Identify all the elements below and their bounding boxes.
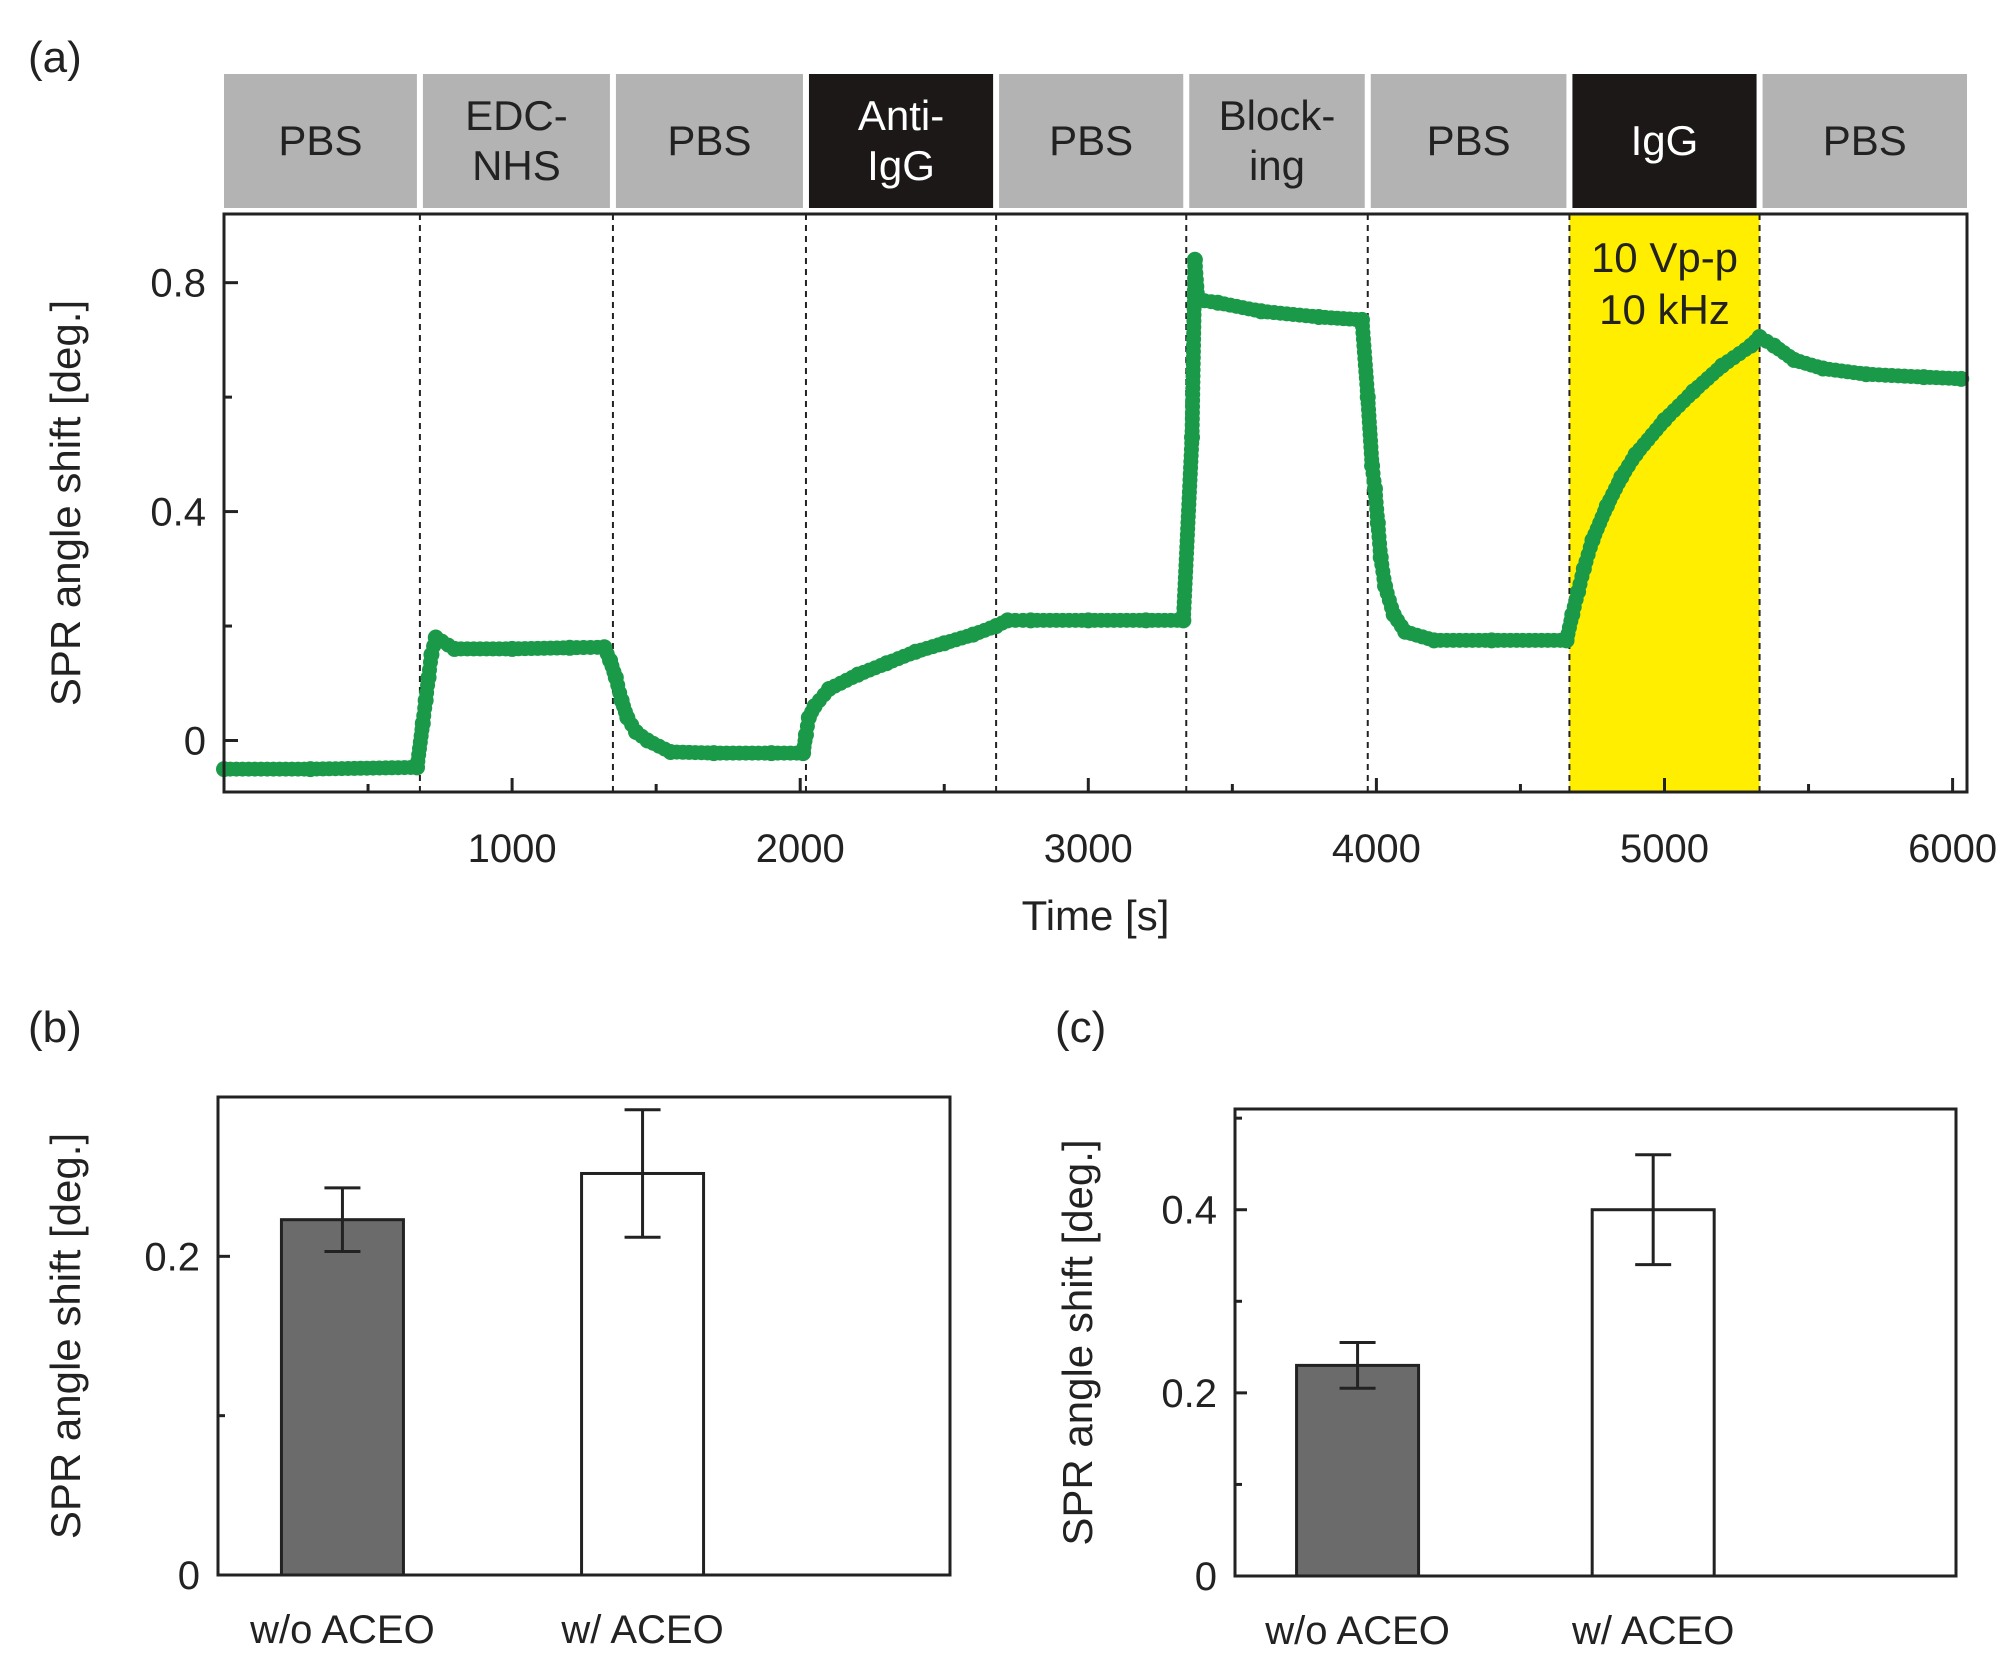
plot-frame (222, 212, 1969, 794)
phase-label: NHS (472, 142, 561, 189)
phase-band (1370, 74, 1567, 208)
phase-band (808, 74, 994, 208)
plot-frame (216, 1095, 952, 1577)
phase-label: IgG (867, 142, 935, 189)
phase-band (422, 74, 610, 208)
y-tick-label: 0.4 (1161, 1189, 1217, 1233)
x-tick-label: 4000 (1332, 827, 1421, 871)
plot-frame (1233, 1107, 1958, 1578)
highlight-layer: 10 Vp-p 10 kHz (1569, 214, 1760, 792)
x-tick-label: 5000 (1620, 827, 1709, 871)
x-tick-label: 1000 (468, 827, 557, 871)
phase-label: PBS (1049, 117, 1133, 164)
phase-label: Block- (1219, 92, 1336, 139)
panel-b-chart: w/o ACEO w/ ACEO 0 0.2 SPR angle shift [deg… (42, 1095, 952, 1652)
bar (580, 1171, 706, 1577)
bar (279, 1218, 405, 1577)
y-axis-label: SPR angle shift [deg.] (42, 300, 89, 706)
phase-label: EDC- (465, 92, 568, 139)
y-axis-label: SPR angle shift [deg.] (42, 1133, 89, 1539)
phase-band (615, 74, 803, 208)
bar (1590, 1208, 1716, 1578)
panel-c-chart: w/o ACEO w/ ACEO 0 0.2 0.4 SPR angle shift [… (1054, 1107, 1958, 1653)
data-series (216, 251, 1970, 778)
phase-label: PBS (667, 117, 751, 164)
phase-band (224, 74, 417, 208)
x-category-label: w/o ACEO (1264, 1609, 1450, 1653)
panel-label-a: (a) (28, 33, 82, 82)
y-tick-label: 0.4 (150, 491, 206, 535)
axis-ticks: 1000 2000 3000 4000 5000 6000 0 0.4 0.8 (150, 262, 1997, 871)
phase-label: PBS (1823, 117, 1907, 164)
highlight-label: 10 Vp-p (1591, 234, 1738, 281)
x-axis-label: Time [s] (1022, 892, 1170, 939)
x-category-label: w/o ACEO (249, 1608, 435, 1652)
x-category-label: w/ ACEO (1571, 1609, 1734, 1653)
phase-band (1762, 74, 1967, 208)
y-tick-label: 0 (178, 1554, 200, 1598)
highlight-label: 10 kHz (1599, 286, 1730, 333)
phase-band (1572, 74, 1757, 208)
phase-label: Anti- (858, 92, 944, 139)
data-point (1953, 370, 1970, 387)
x-tick-label: 3000 (1044, 827, 1133, 871)
x-tick-label: 6000 (1908, 827, 1997, 871)
y-tick-label: 0 (184, 719, 206, 763)
phase-label: PBS (278, 117, 362, 164)
y-tick-label: 0.2 (1161, 1372, 1217, 1416)
x-tick-label: 2000 (756, 827, 845, 871)
phase-label: ing (1249, 142, 1305, 189)
x-category-label: w/ ACEO (560, 1608, 723, 1652)
phase-band (999, 74, 1184, 208)
y-axis-label: SPR angle shift [deg.] (1054, 1139, 1101, 1545)
phase-label: IgG (1631, 117, 1699, 164)
panel-label-c: (c) (1055, 1003, 1106, 1052)
y-tick-label: 0 (1195, 1555, 1217, 1599)
phase-label: PBS (1427, 117, 1511, 164)
bar (1295, 1363, 1421, 1578)
y-tick-label: 0.2 (144, 1235, 200, 1279)
phase-band (1189, 74, 1365, 208)
y-tick-label: 0.8 (150, 262, 206, 306)
panel-label-b: (b) (28, 1003, 82, 1052)
